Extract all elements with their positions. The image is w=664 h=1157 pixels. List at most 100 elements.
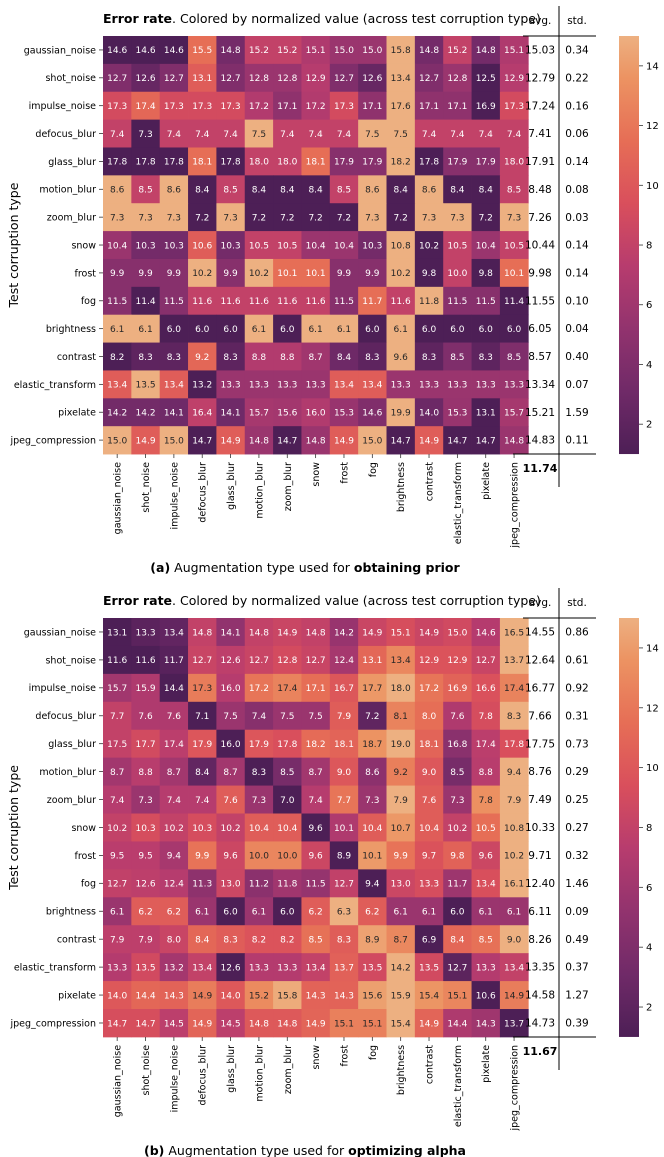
heatmap-cell	[329, 91, 359, 121]
heatmap-cell	[159, 36, 189, 65]
row-std: 0.14	[565, 156, 589, 168]
heatmap-cell	[188, 841, 217, 870]
cell-label: 13.1	[362, 656, 382, 666]
cell-label: 7.1	[195, 712, 209, 722]
row-label: glass_blur	[48, 739, 96, 750]
heatmap-cell	[103, 314, 132, 343]
cell-label: 15.7	[249, 409, 269, 419]
cell-label: 9.0	[422, 768, 437, 778]
heatmap-cell	[159, 841, 189, 870]
heatmap-cell	[244, 673, 274, 703]
heatmap-cell	[471, 841, 501, 870]
cell-label: 11.6	[249, 297, 269, 307]
cell-label: 7.3	[365, 796, 379, 806]
heatmap-cell	[443, 869, 472, 898]
cell-label: 14.6	[476, 628, 496, 638]
heatmap-cell	[358, 286, 387, 316]
heatmap-cell	[471, 869, 501, 898]
cell-label: 7.9	[507, 796, 522, 806]
column-label: elastic_transform	[453, 1045, 464, 1127]
cell-label: 10.5	[504, 241, 524, 251]
heatmap-cell	[159, 618, 189, 647]
heatmap-cell	[273, 981, 302, 1010]
heatmap-cell	[414, 953, 444, 982]
heatmap-cell	[358, 91, 387, 121]
cell-label: 10.2	[192, 269, 212, 279]
heatmap-cell	[159, 426, 189, 455]
row-avg: 6.05	[528, 323, 551, 335]
colorbar-tick-label: 2	[646, 420, 652, 431]
heatmap-cell	[443, 147, 472, 176]
cell-label: 15.1	[447, 991, 467, 1001]
row-label: impulse_noise	[29, 683, 97, 694]
heatmap-cell	[159, 231, 189, 260]
row-label: shot_noise	[45, 73, 96, 84]
heatmap-cell	[386, 701, 416, 731]
row-std: 0.92	[565, 682, 588, 694]
heatmap-cell	[103, 119, 132, 148]
heatmap-cell	[131, 785, 161, 814]
colorbar-tick-label: 12	[646, 703, 659, 714]
heatmap-cell	[358, 203, 387, 232]
cell-label: 14.9	[192, 991, 212, 1001]
heatmap-cell	[301, 370, 331, 399]
cell-label: 10.0	[249, 852, 269, 862]
heatmap-cell	[273, 175, 302, 204]
cell-label: 14.8	[476, 46, 496, 56]
cell-label: 10.1	[504, 269, 524, 279]
heatmap-cell	[499, 175, 529, 204]
heatmap-cell	[216, 231, 246, 260]
cell-label: 8.3	[167, 353, 181, 363]
row-avg: 7.49	[528, 794, 551, 806]
cell-label: 18.0	[391, 684, 411, 694]
heatmap-cell	[159, 203, 189, 232]
row-avg: 14.55	[525, 627, 555, 639]
heatmap-cell	[273, 426, 302, 455]
cell-label: 10.4	[476, 241, 496, 251]
heatmap-cell	[386, 370, 416, 399]
heatmap-cell	[273, 91, 302, 121]
heatmap-cell	[443, 203, 472, 232]
heatmap-cell	[216, 36, 246, 65]
row-std: 1.27	[565, 990, 588, 1002]
heatmap-cell	[301, 63, 331, 93]
row-std: 0.73	[565, 738, 588, 750]
cell-label: 6.2	[138, 908, 152, 918]
cell-label: 18.1	[306, 158, 326, 168]
colorbar-tick-label: 8	[646, 241, 652, 252]
colorbar-tick-label: 4	[646, 943, 652, 954]
column-label: contrast	[425, 1045, 436, 1084]
cell-label: 6.1	[252, 908, 266, 918]
heatmap-cell	[443, 701, 472, 731]
row-label: pixelate	[58, 990, 96, 1001]
heatmap-cell	[414, 673, 444, 703]
heatmap-cell	[443, 813, 472, 842]
heatmap-cell	[386, 63, 416, 93]
cell-label: 8.2	[252, 936, 266, 946]
cell-label: 16.0	[221, 740, 241, 750]
heatmap-cell	[188, 175, 217, 204]
heatmap-cell	[188, 203, 217, 232]
heatmap-cell	[329, 869, 359, 898]
column-label: brightness	[396, 1045, 407, 1095]
heatmap-cell	[131, 370, 161, 399]
row-label: gaussian_noise	[24, 627, 96, 638]
cell-label: 6.0	[422, 325, 437, 335]
heatmap-cell	[159, 119, 189, 148]
heatmap-cell	[301, 618, 331, 647]
cell-label: 17.3	[164, 102, 184, 112]
cell-label: 13.4	[391, 656, 411, 666]
cell-label: 15.1	[391, 628, 411, 638]
cell-label: 7.6	[138, 712, 153, 722]
cell-label: 12.6	[362, 74, 382, 84]
heatmap-cell	[159, 673, 189, 703]
cell-label: 8.7	[308, 353, 322, 363]
heatmap-cell	[471, 231, 501, 260]
cell-label: 17.2	[249, 684, 269, 694]
row-avg: 14.58	[525, 990, 555, 1002]
heatmap-cell	[273, 729, 302, 759]
heatmap-cell	[131, 91, 161, 121]
heatmap-cell	[159, 91, 189, 121]
heatmap-cell	[414, 757, 444, 786]
cell-label: 12.7	[107, 74, 127, 84]
